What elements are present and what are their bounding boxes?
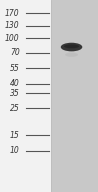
Ellipse shape	[65, 53, 78, 57]
Bar	[0, 0, 51, 192]
Text: 10: 10	[10, 146, 20, 155]
Text: 170: 170	[5, 9, 20, 18]
Text: 15: 15	[10, 131, 20, 140]
Text: 55: 55	[10, 64, 20, 73]
Text: 35: 35	[10, 89, 20, 98]
Ellipse shape	[61, 43, 82, 51]
Text: 130: 130	[5, 22, 20, 30]
Text: 25: 25	[10, 104, 20, 113]
Text: 100: 100	[5, 34, 20, 43]
Text: 40: 40	[10, 79, 20, 88]
Text: 70: 70	[10, 48, 20, 57]
Ellipse shape	[64, 44, 79, 48]
